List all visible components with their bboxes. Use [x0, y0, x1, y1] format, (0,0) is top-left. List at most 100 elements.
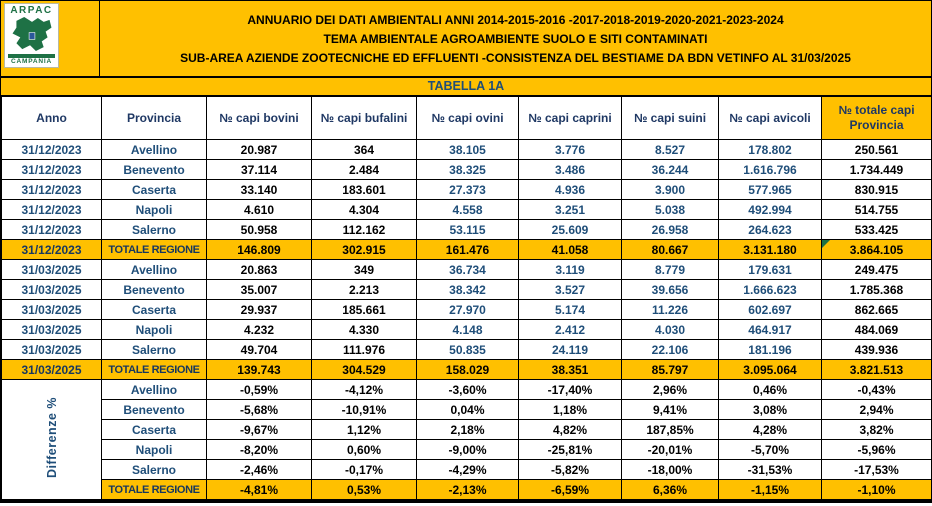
cell-value[interactable]: 38.105 [416, 139, 519, 160]
cell-value[interactable]: 37.114 [206, 159, 312, 180]
cell-provincia[interactable]: TOTALE REGIONE [101, 479, 207, 500]
cell-value[interactable]: 1.785.368 [821, 279, 932, 300]
cell-value[interactable]: 3.900 [621, 179, 719, 200]
cell-value[interactable]: -1,15% [718, 479, 822, 500]
cell-value[interactable]: 50.958 [206, 219, 312, 240]
cell-value[interactable]: 33.140 [206, 179, 312, 200]
cell-value[interactable]: 349 [311, 259, 417, 280]
column-header-6[interactable]: № capi suini [621, 96, 719, 140]
cell-value[interactable]: -9,67% [206, 419, 312, 440]
cell-provincia[interactable]: Salerno [101, 459, 207, 480]
cell-anno[interactable]: 31/12/2023 [1, 159, 102, 180]
cell-value[interactable]: -8,20% [206, 439, 312, 460]
cell-value[interactable]: 533.425 [821, 219, 932, 240]
cell-value[interactable]: 1,18% [518, 399, 622, 420]
cell-value[interactable]: 111.976 [311, 339, 417, 360]
cell-value[interactable]: 3.776 [518, 139, 622, 160]
differenze-cell[interactable]: Differenze % [1, 379, 102, 500]
cell-value[interactable]: -20,01% [621, 439, 719, 460]
cell-value[interactable]: 26.958 [621, 219, 719, 240]
cell-provincia[interactable]: Caserta [101, 179, 207, 200]
cell-value[interactable]: -2,46% [206, 459, 312, 480]
cell-value[interactable]: 36.734 [416, 259, 519, 280]
cell-value[interactable]: 3.864.105 [821, 239, 932, 260]
cell-anno[interactable]: 31/03/2025 [1, 319, 102, 340]
cell-value[interactable]: 3.251 [518, 199, 622, 220]
cell-value[interactable]: 4.148 [416, 319, 519, 340]
cell-value[interactable]: 4.936 [518, 179, 622, 200]
column-header-1[interactable]: Provincia [101, 96, 207, 140]
cell-value[interactable]: -3,60% [416, 379, 519, 400]
cell-value[interactable]: 41.058 [518, 239, 622, 260]
cell-provincia[interactable]: Napoli [101, 319, 207, 340]
cell-value[interactable]: 439.936 [821, 339, 932, 360]
cell-value[interactable]: 20.863 [206, 259, 312, 280]
cell-value[interactable]: 158.029 [416, 359, 519, 380]
cell-value[interactable]: 8.527 [621, 139, 719, 160]
cell-value[interactable]: 1,12% [311, 419, 417, 440]
cell-anno[interactable]: 31/03/2025 [1, 279, 102, 300]
cell-value[interactable]: 22.106 [621, 339, 719, 360]
cell-value[interactable]: 602.697 [718, 299, 822, 320]
cell-anno[interactable]: 31/12/2023 [1, 239, 102, 260]
cell-value[interactable]: 304.529 [311, 359, 417, 380]
cell-provincia[interactable]: Caserta [101, 419, 207, 440]
cell-value[interactable]: 38.342 [416, 279, 519, 300]
cell-provincia[interactable]: TOTALE REGIONE [101, 359, 207, 380]
cell-value[interactable]: 4,82% [518, 419, 622, 440]
cell-anno[interactable]: 31/12/2023 [1, 199, 102, 220]
cell-provincia[interactable]: Avellino [101, 259, 207, 280]
cell-anno[interactable]: 31/03/2025 [1, 339, 102, 360]
cell-value[interactable]: 49.704 [206, 339, 312, 360]
cell-value[interactable]: 80.667 [621, 239, 719, 260]
cell-anno[interactable]: 31/12/2023 [1, 219, 102, 240]
cell-value[interactable]: 492.994 [718, 199, 822, 220]
cell-value[interactable]: 5.038 [621, 199, 719, 220]
cell-value[interactable]: 862.665 [821, 299, 932, 320]
cell-value[interactable]: 187,85% [621, 419, 719, 440]
cell-value[interactable]: 112.162 [311, 219, 417, 240]
column-header-7[interactable]: № capi avicoli [718, 96, 822, 140]
cell-value[interactable]: 39.656 [621, 279, 719, 300]
cell-value[interactable]: 4.030 [621, 319, 719, 340]
cell-provincia[interactable]: Avellino [101, 379, 207, 400]
cell-value[interactable]: -17,53% [821, 459, 932, 480]
cell-value[interactable]: 2.213 [311, 279, 417, 300]
cell-value[interactable]: 514.755 [821, 199, 932, 220]
column-header-4[interactable]: № capi ovini [416, 96, 519, 140]
cell-value[interactable]: 0,53% [311, 479, 417, 500]
cell-value[interactable]: 3.821.513 [821, 359, 932, 380]
cell-anno[interactable]: 31/12/2023 [1, 179, 102, 200]
cell-provincia[interactable]: Avellino [101, 139, 207, 160]
cell-provincia[interactable]: Napoli [101, 439, 207, 460]
cell-value[interactable]: -4,12% [311, 379, 417, 400]
cell-value[interactable]: 53.115 [416, 219, 519, 240]
cell-value[interactable]: 0,60% [311, 439, 417, 460]
cell-value[interactable]: 4.330 [311, 319, 417, 340]
column-header-0[interactable]: Anno [1, 96, 102, 140]
cell-value[interactable]: 4.610 [206, 199, 312, 220]
cell-value[interactable]: 25.609 [518, 219, 622, 240]
cell-value[interactable]: -10,91% [311, 399, 417, 420]
cell-provincia[interactable]: Salerno [101, 339, 207, 360]
cell-value[interactable]: -0,59% [206, 379, 312, 400]
cell-value[interactable]: 27.970 [416, 299, 519, 320]
cell-value[interactable]: 139.743 [206, 359, 312, 380]
column-header-8[interactable]: № totale capi Provincia [821, 96, 932, 140]
cell-value[interactable]: 4.232 [206, 319, 312, 340]
cell-value[interactable]: 35.007 [206, 279, 312, 300]
cell-value[interactable]: 1.734.449 [821, 159, 932, 180]
cell-value[interactable]: 38.351 [518, 359, 622, 380]
cell-value[interactable]: 20.987 [206, 139, 312, 160]
cell-provincia[interactable]: TOTALE REGIONE [101, 239, 207, 260]
cell-value[interactable]: 484.069 [821, 319, 932, 340]
cell-value[interactable]: 24.119 [518, 339, 622, 360]
cell-value[interactable]: 3,08% [718, 399, 822, 420]
cell-value[interactable]: 464.917 [718, 319, 822, 340]
cell-value[interactable]: 185.661 [311, 299, 417, 320]
cell-value[interactable]: 250.561 [821, 139, 932, 160]
cell-value[interactable]: -4,81% [206, 479, 312, 500]
cell-value[interactable]: 38.325 [416, 159, 519, 180]
cell-value[interactable]: 2,18% [416, 419, 519, 440]
cell-value[interactable]: 830.915 [821, 179, 932, 200]
